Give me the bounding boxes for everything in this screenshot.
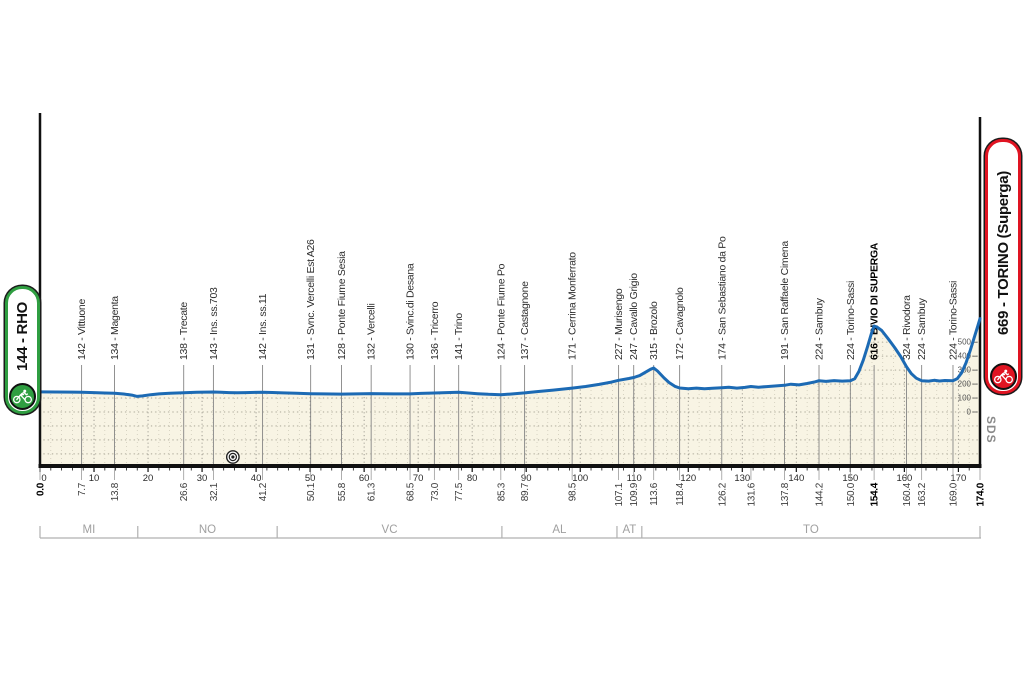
start-badge-label: 144 - RHO [14,301,31,371]
km-major-label: 30 [197,473,208,484]
waypoint-label: 134 - Magenta [109,296,121,360]
waypoint-label: 171 - Cerrina Monferrato [567,252,579,360]
waypoint-label: 224 - Torino-Sassi [947,281,959,360]
waypoint-label: 174 - San Sebastiano da Po [716,236,728,360]
km-major-label: 120 [680,473,696,484]
waypoint-label: 128 - Ponte Fiume Sesia [336,251,348,360]
distance-label: 144.2 [815,482,826,506]
distance-label: 107.1 [614,482,625,506]
region-label: VC [382,524,398,536]
elevation-tick-label: 100 [958,394,972,403]
distance-label: 174.0 [976,482,987,506]
distance-label: 85.3 [496,482,507,501]
checkpoint-icon [225,450,240,464]
km-major-label: 20 [143,473,154,484]
km-major-label: 100 [572,473,588,484]
distance-label: 55.8 [337,482,348,501]
km-major-label: 70 [413,473,424,484]
start-cyclist-icon [9,383,36,410]
km-major-label: 60 [359,473,370,484]
elevation-tick-label: 0 [967,408,972,417]
elevation-tick-label: 400 [958,352,972,361]
waypoint-label: 324 - Rivodora [901,295,913,360]
distance-label: 77.5 [454,482,465,501]
km-major-label: 160 [896,473,912,484]
region-label: AL [552,524,567,536]
distance-label: 113.6 [649,482,660,506]
waypoint-label: 136 - Tricerro [429,301,441,360]
waypoint-label: 130 - Svinc.di Desana [405,263,417,360]
sds-watermark: SDS [984,416,998,444]
distance-label: 150.0 [846,482,857,506]
waypoint-label: 315 - Brozolo [648,301,660,360]
elevation-tick-label: 300 [958,366,972,375]
waypoint-label: 142 - Vittuone [76,299,88,360]
distance-label: 118.4 [675,482,686,506]
km-major-label: 90 [521,473,532,484]
region-brackets: MI NO VC AL AT TO [39,524,981,539]
waypoint-label: 224 - Sambuy [814,297,826,360]
waypoint-label: 138 - Trecate [178,302,190,360]
elevation-tick-label: 500 [958,338,972,347]
distance-label: 7.7 [77,482,88,496]
waypoint-label: 224 - Torino-Sassi [845,281,857,360]
distance-label: 41.2 [258,482,269,501]
finish-badge-label: 669 - TORINO (Superga) [994,170,1012,335]
km-major-label: 50 [305,473,316,484]
distance-label: 154.4 [870,482,881,506]
km-major-label: 130 [734,473,750,484]
km-major-label: 80 [467,473,478,484]
waypoint-label: 124 - Ponte Fiume Po [495,263,507,360]
km-major-label: 0 [41,473,46,484]
km-major-label: 110 [627,473,642,484]
region-label: TO [803,524,819,536]
km-major-label: 40 [251,473,262,484]
elevation-line [38,317,982,398]
distance-label: 13.8 [110,482,121,501]
waypoint-label: 137 - Castagnone [519,281,531,360]
distance-label: 89.7 [520,482,531,501]
distance-label: 32.1 [209,482,220,501]
waypoint-label: 141 - Trino [453,313,465,360]
distance-label: 50.1 [306,482,317,501]
elevation-tick-label: 200 [958,380,972,389]
distance-label: 137.8 [780,482,791,506]
distance-label: 73.0 [430,482,441,501]
waypoint-label: 616 - BIVIO DI SUPERGA [869,242,881,360]
waypoint-label: 142 - Ins. ss.11 [257,293,269,360]
waypoint-label: 247 - Cavallo Grigio [628,273,640,360]
waypoint-label: 172 - Cavagnolo [674,287,686,360]
distance-label: 109.9 [629,482,640,506]
distance-label: 98.5 [568,482,579,501]
km-major-label: 170 [950,473,966,484]
distance-label: 68.5 [406,482,417,501]
start-badge: 144 - RHO [5,286,40,414]
distance-axis [38,464,982,468]
region-label: AT [622,524,636,536]
region-label: MI [83,524,96,536]
finish-badge: 669 - TORINO (Superga) [985,139,1021,394]
waypoint-label: 131 - Svnc. Vercelli Est A26 [305,239,317,360]
waypoint-label: 191 - San Raffaele Cimena [779,241,791,360]
waypoint-label: 132 - Vercelli [366,304,378,361]
distance-label: 131.6 [746,482,757,506]
waypoint-label: 227 - Murisengo [613,288,625,360]
km-major-label: 10 [89,473,100,484]
distance-label: 169.0 [948,482,959,506]
km-major-label: 140 [788,473,804,484]
distance-label: 0.0 [36,482,47,496]
distance-label: 126.2 [717,482,728,506]
distance-label: 163.2 [917,482,928,506]
finish-cyclist-icon [989,363,1017,390]
waypoint-label: 143 - Ins. ss.703 [208,287,220,360]
distance-label: 61.3 [367,482,378,501]
distance-label: 26.6 [179,482,190,501]
distance-label: 160.4 [902,482,913,506]
region-label: NO [199,524,216,536]
waypoint-label: 224 - Sambuy [916,297,928,360]
